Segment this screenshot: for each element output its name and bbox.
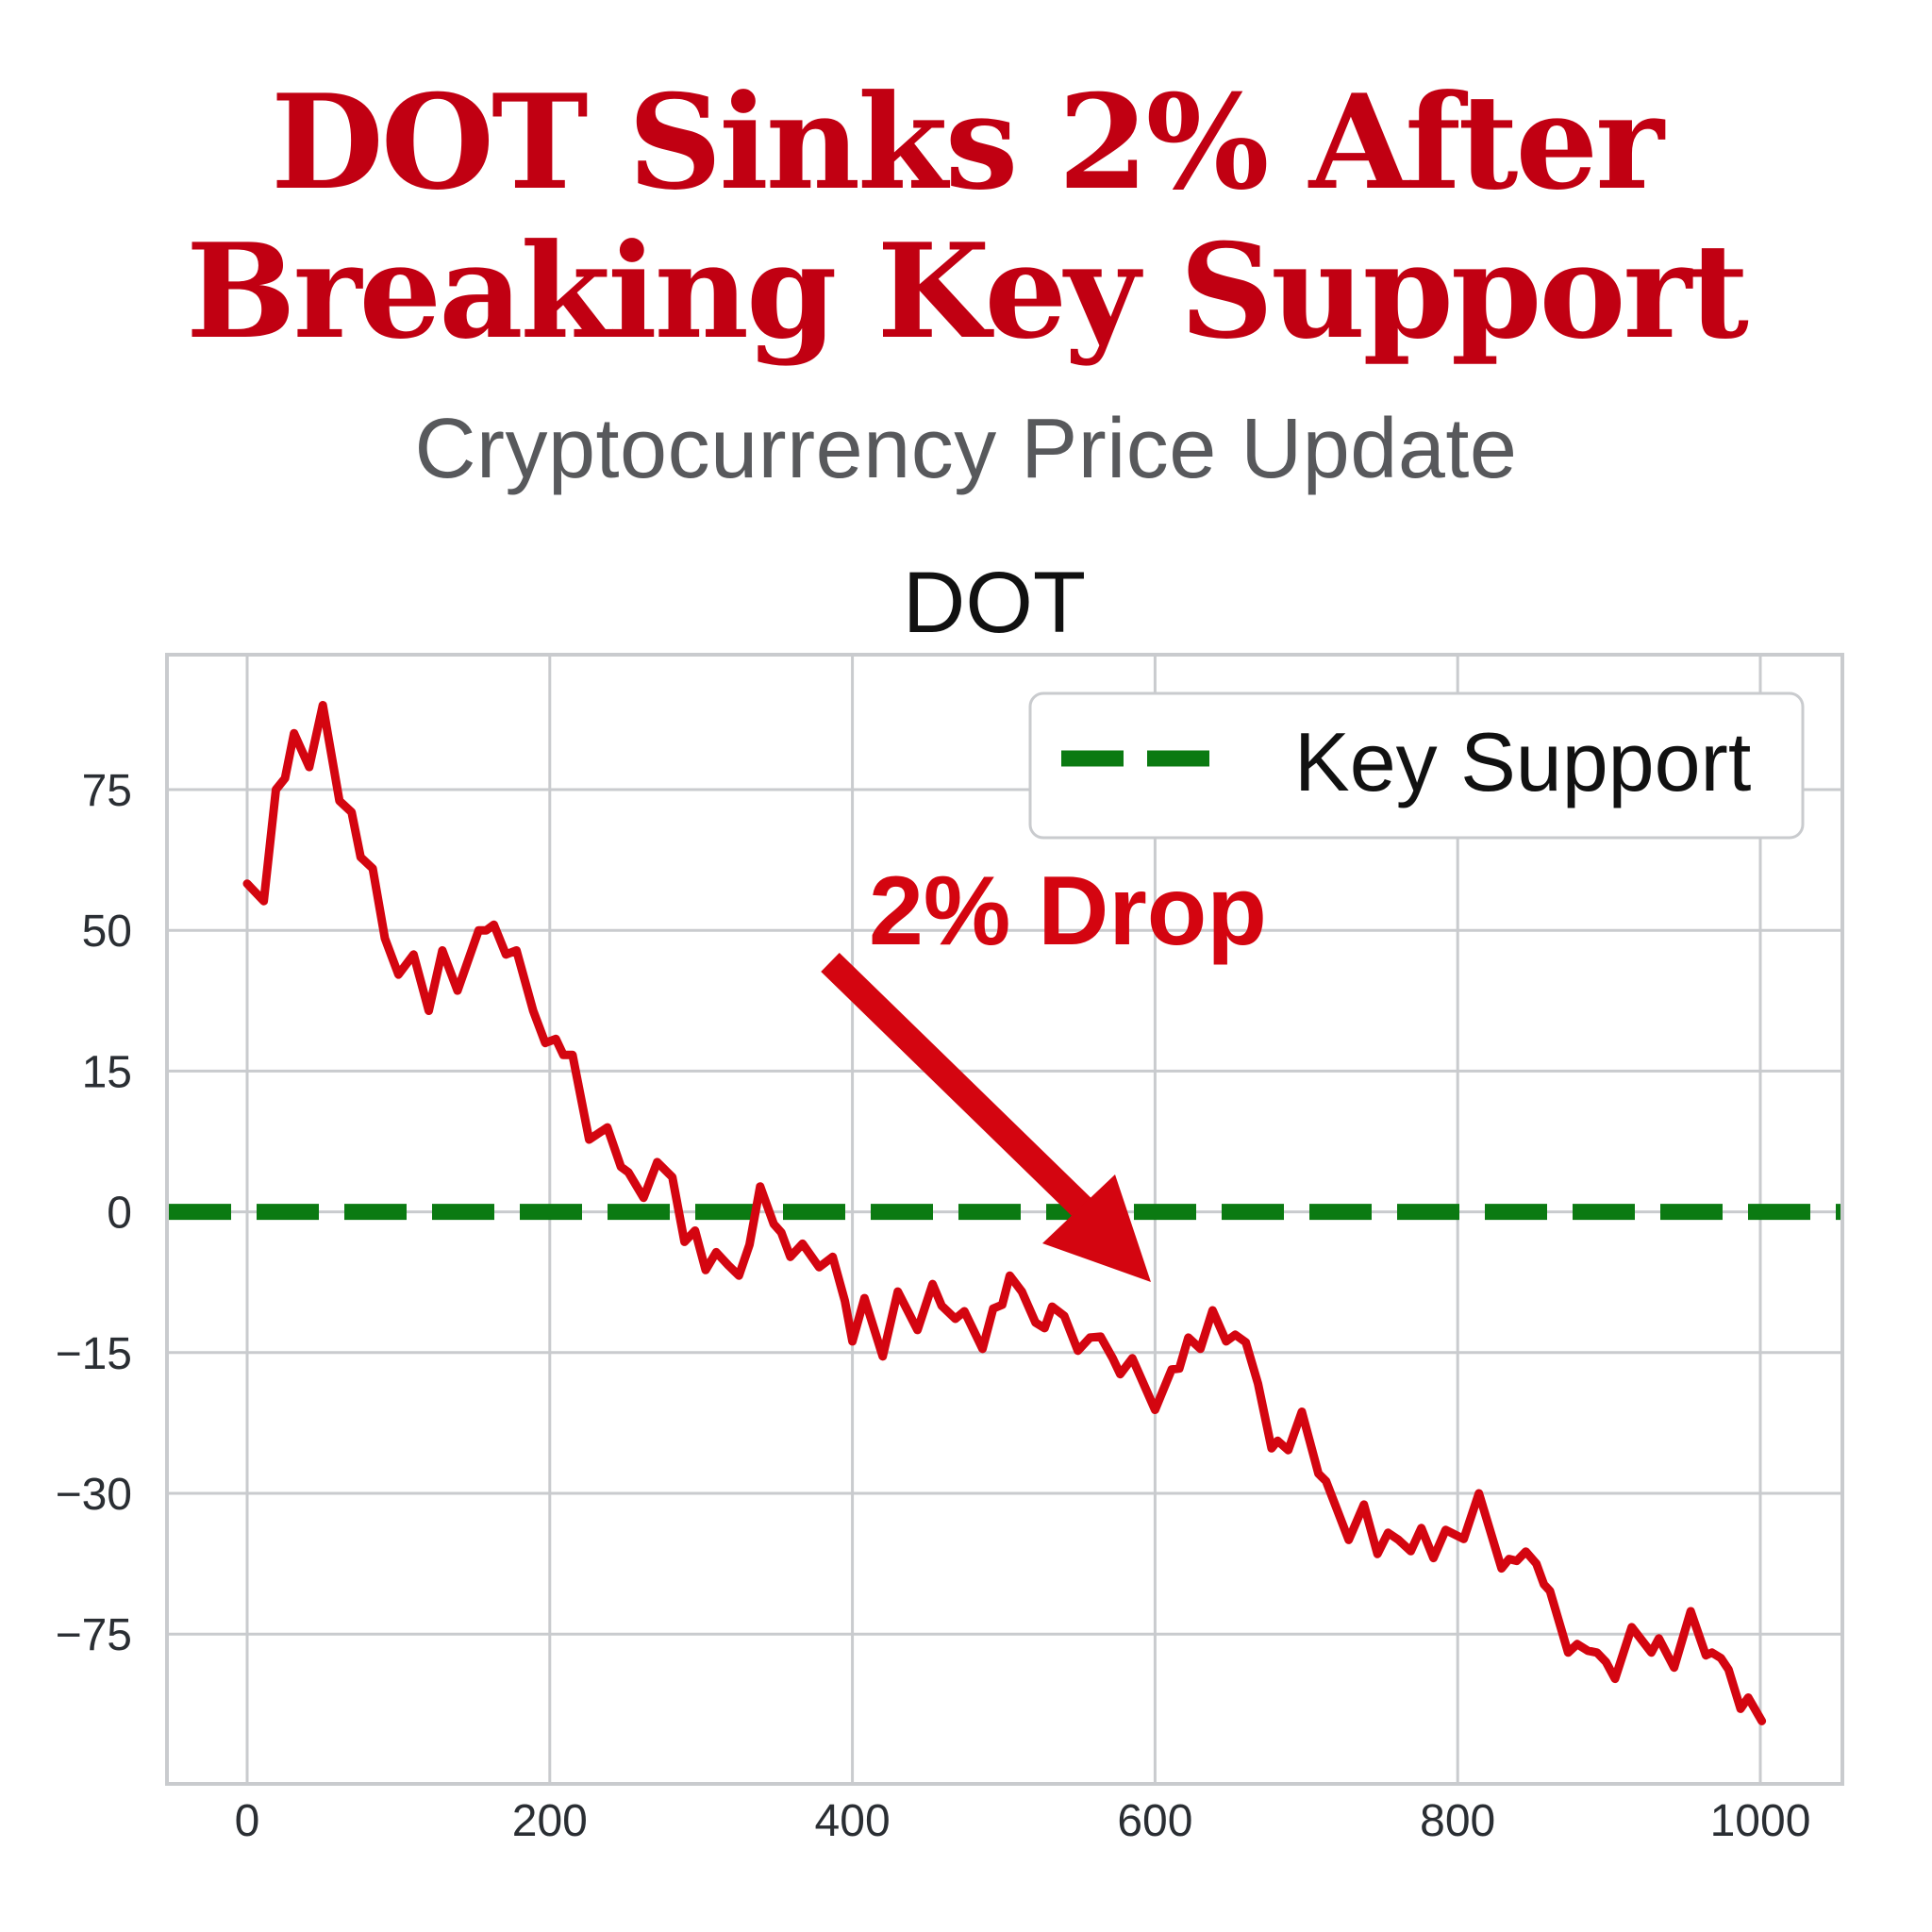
legend: Key Support: [1028, 691, 1805, 840]
y-axis-tick-labels: 75 50 15 0 −15 −30 −75: [56, 766, 132, 1660]
x-tick-label: 400: [815, 1796, 891, 1846]
subtitle: Cryptocurrency Price Update: [414, 402, 1518, 496]
y-tick-label: −75: [56, 1610, 132, 1660]
arrow-down-right-icon: [1042, 1174, 1151, 1282]
x-axis-tick-labels: 0 200 400 600 800 1000: [235, 1796, 1811, 1846]
y-tick-label: 0: [107, 1189, 132, 1239]
annotation-arrow-shaft: [821, 952, 1094, 1221]
x-tick-label: 800: [1420, 1796, 1495, 1846]
y-tick-label: −30: [56, 1470, 132, 1520]
plot-frame: [165, 653, 1844, 1786]
y-tick-label: 15: [82, 1047, 132, 1097]
x-tick-label: 600: [1117, 1796, 1192, 1846]
y-tick-label: 50: [82, 907, 132, 957]
x-tick-label: 200: [512, 1796, 588, 1846]
x-tick-label: 0: [235, 1796, 260, 1846]
legend-box: [1028, 691, 1805, 840]
headline: DOT Sinks 2% After Breaking Key Support: [0, 68, 1932, 366]
headline-line-1: DOT Sinks 2% After: [271, 65, 1664, 219]
headline-line-2: Breaking Key Support: [186, 214, 1749, 368]
y-tick-label: 75: [82, 766, 132, 816]
price-line: [242, 701, 1767, 1725]
legend-label: Key Support: [1294, 715, 1751, 808]
x-tick-label: 1000: [1710, 1796, 1811, 1846]
chart-title: DOT: [903, 555, 1086, 651]
y-tick-label: −15: [56, 1329, 132, 1379]
annotation: 2% Drop: [821, 857, 1267, 1282]
annotation-label: 2% Drop: [869, 857, 1267, 966]
